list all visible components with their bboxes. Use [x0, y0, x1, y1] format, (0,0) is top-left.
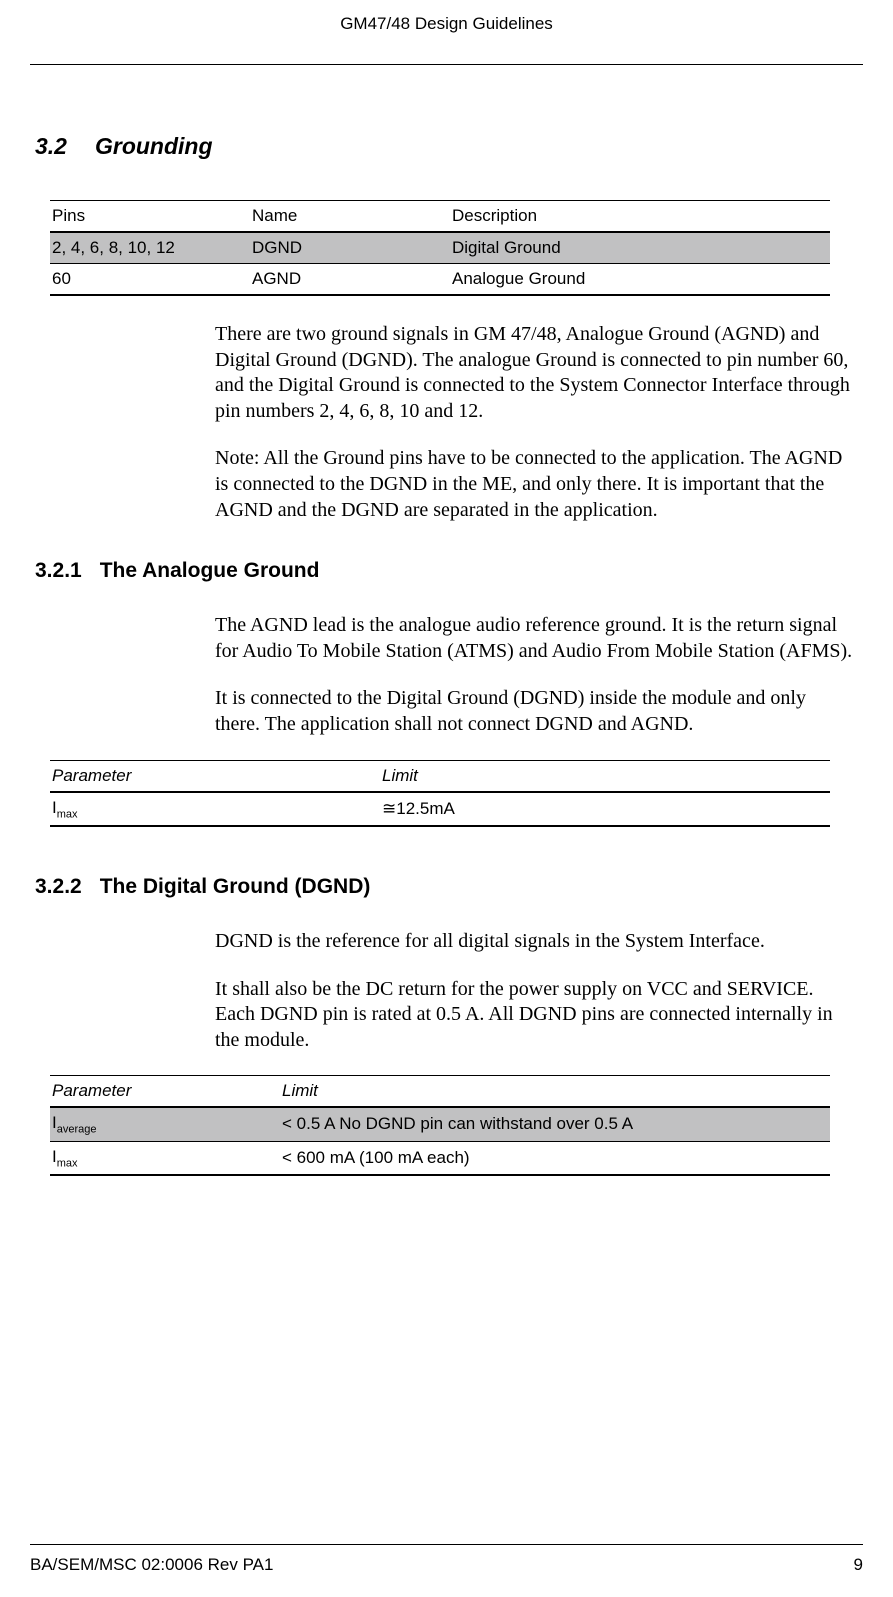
cell-pins: 2, 4, 6, 8, 10, 12 [50, 232, 250, 264]
th-limit: Limit [380, 760, 830, 792]
th-parameter: Parameter [50, 1076, 280, 1108]
page-header: GM47/48 Design Guidelines [0, 0, 893, 34]
cell-parameter: Imax [50, 792, 380, 826]
paragraph: The AGND lead is the analogue audio refe… [215, 613, 853, 664]
paragraph: There are two ground signals in GM 47/48… [215, 322, 853, 424]
th-desc: Description [450, 201, 830, 233]
content-area: 3.2 Grounding Pins Name Description 2, 4,… [0, 133, 893, 1176]
th-parameter: Parameter [50, 760, 380, 792]
cell-limit: ≅12.5mA [380, 792, 830, 826]
subsection-title: The Analogue Ground [100, 559, 320, 582]
th-limit: Limit [280, 1076, 830, 1108]
cell-parameter: Imax [50, 1141, 280, 1175]
dgnd-parameter-table: Parameter Limit Iaverage < 0.5 A No DGND… [50, 1075, 830, 1176]
subsection-heading-3-2-1: 3.2.1 The Analogue Ground [30, 559, 863, 583]
param-sub: max [57, 1157, 78, 1169]
cell-desc: Digital Ground [450, 232, 830, 264]
paragraph: DGND is the reference for all digital si… [215, 929, 853, 955]
cell-desc: Analogue Ground [450, 264, 830, 296]
page-footer: BA/SEM/MSC 02:0006 Rev PA1 9 [30, 1544, 863, 1575]
subsection-number: 3.2.1 [35, 559, 82, 582]
section-title: Grounding [95, 133, 213, 159]
paragraph: Note: All the Ground pins have to be con… [215, 446, 853, 523]
subsection-heading-3-2-2: 3.2.2 The Digital Ground (DGND) [30, 875, 863, 899]
grounding-pins-table: Pins Name Description 2, 4, 6, 8, 10, 12… [50, 200, 830, 296]
table-row: Imax ≅12.5mA [50, 792, 830, 826]
cell-parameter: Iaverage [50, 1107, 280, 1141]
header-title: GM47/48 Design Guidelines [340, 14, 553, 33]
footer-left: BA/SEM/MSC 02:0006 Rev PA1 [30, 1555, 273, 1575]
header-rule [30, 64, 863, 65]
paragraph: It is connected to the Digital Ground (D… [215, 686, 853, 737]
table-row: 60 AGND Analogue Ground [50, 264, 830, 296]
cell-limit: < 0.5 A No DGND pin can withstand over 0… [280, 1107, 830, 1141]
section-heading-3-2: 3.2 Grounding [30, 133, 863, 160]
footer-page-number: 9 [854, 1555, 863, 1575]
subsection-title: The Digital Ground (DGND) [100, 875, 371, 898]
param-sub: max [57, 808, 78, 820]
paragraph: It shall also be the DC return for the p… [215, 977, 853, 1054]
th-pins: Pins [50, 201, 250, 233]
section-number: 3.2 [35, 133, 67, 159]
table-row: Iaverage < 0.5 A No DGND pin can withsta… [50, 1107, 830, 1141]
cell-limit: < 600 mA (100 mA each) [280, 1141, 830, 1175]
table-row: 2, 4, 6, 8, 10, 12 DGND Digital Ground [50, 232, 830, 264]
table-row: Imax < 600 mA (100 mA each) [50, 1141, 830, 1175]
cell-pins: 60 [50, 264, 250, 296]
subsection-number: 3.2.2 [35, 875, 82, 898]
param-sub: average [57, 1124, 97, 1136]
cell-name: DGND [250, 232, 450, 264]
agnd-parameter-table: Parameter Limit Imax ≅12.5mA [50, 760, 830, 827]
cell-name: AGND [250, 264, 450, 296]
th-name: Name [250, 201, 450, 233]
